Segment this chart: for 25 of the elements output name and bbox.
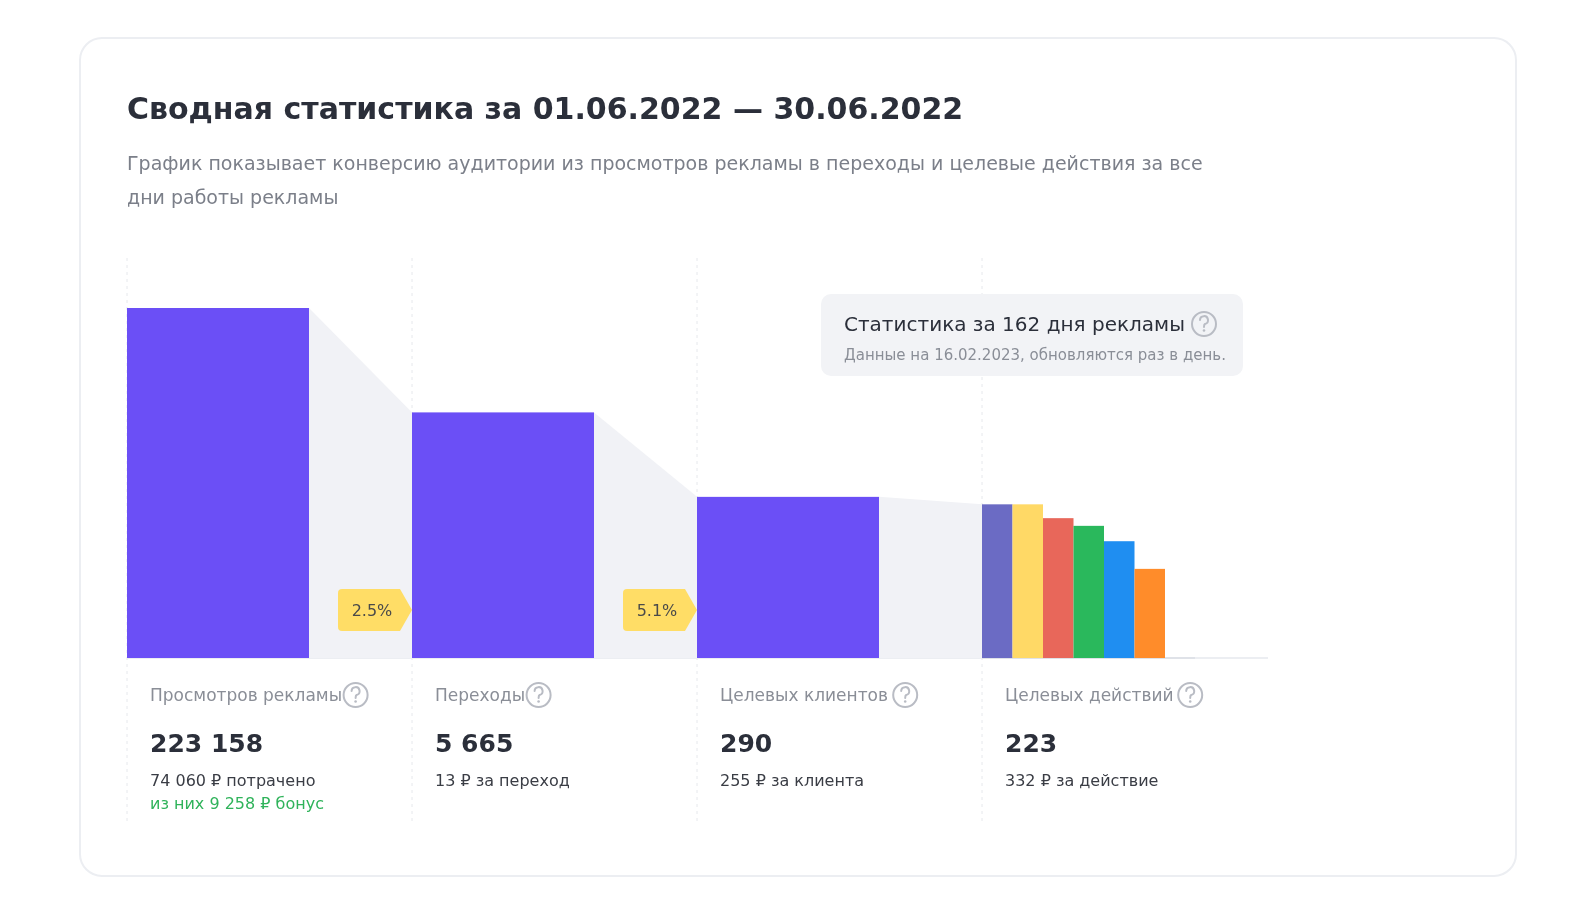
text: 13 ₽ за переход <box>435 771 570 790</box>
bar <box>982 504 1013 658</box>
category-label: Просмотров рекламы <box>150 685 343 705</box>
bar <box>1043 518 1074 658</box>
bar <box>1012 504 1043 658</box>
text: 2.5% <box>351 601 393 620</box>
text: График показывает конверсию аудитории из просмотров рекламы в переходы и целевые действия за все дни работы рекламы <box>127 151 1204 210</box>
text: 74 060 ₽ потрачено <box>150 771 316 790</box>
text: 332 ₽ за действие <box>1005 771 1159 790</box>
data-label: 223 158 <box>150 729 264 758</box>
bar <box>1073 525 1104 658</box>
category-label: Целевых клиентов <box>720 685 888 705</box>
text: 255 ₽ за клиента <box>720 771 865 790</box>
category-label: Переходы <box>435 685 526 705</box>
bar <box>1134 568 1165 658</box>
text: Статистика за 162 дня рекламы <box>844 312 1185 336</box>
data-label: 290 <box>720 729 773 758</box>
text: 5.1% <box>636 601 678 620</box>
text: из них 9 258 ₽ бонус <box>150 794 324 813</box>
data-label: 223 <box>1005 729 1058 758</box>
bar <box>1104 541 1135 658</box>
data-label: 5 665 <box>435 729 514 758</box>
category-label: Целевых действий <box>1005 685 1174 705</box>
text: Данные на 16.02.2023, обновляются раз в день. <box>844 346 1226 364</box>
text: Сводная статистика за 01.06.2022 — 30.06.2022 <box>127 91 964 126</box>
